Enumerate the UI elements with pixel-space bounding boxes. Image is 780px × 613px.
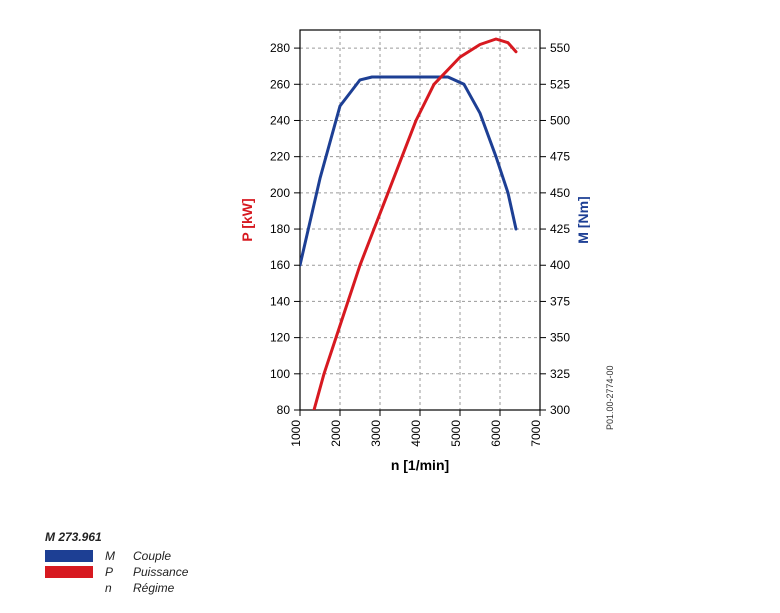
svg-text:1000: 1000	[289, 420, 303, 447]
figure-code: P01.00-2774-00	[605, 365, 615, 430]
legend-row: nRégime	[45, 580, 188, 596]
legend-label: Puissance	[133, 565, 188, 579]
svg-text:160: 160	[270, 258, 290, 272]
svg-text:80: 80	[277, 403, 291, 417]
legend-label: Régime	[133, 581, 174, 595]
svg-text:525: 525	[550, 77, 570, 91]
engine-chart: 1000 2000 3000 4000 5000 6000 7000 n [1/min] 80 1…	[230, 10, 590, 500]
svg-text:6000: 6000	[489, 420, 503, 447]
svg-text:2000: 2000	[329, 420, 343, 447]
svg-text:7000: 7000	[529, 420, 543, 447]
svg-text:220: 220	[270, 150, 290, 164]
chart-svg: 1000 2000 3000 4000 5000 6000 7000 n [1/min] 80 1…	[230, 10, 590, 500]
legend: M 273.961 MCouplePPuissancenRégime	[45, 530, 188, 596]
svg-text:260: 260	[270, 77, 290, 91]
svg-text:140: 140	[270, 294, 290, 308]
legend-swatch	[45, 566, 93, 578]
svg-text:425: 425	[550, 222, 570, 236]
svg-text:400: 400	[550, 258, 570, 272]
legend-label: Couple	[133, 549, 171, 563]
legend-row: MCouple	[45, 548, 188, 564]
legend-swatch	[45, 550, 93, 562]
svg-text:500: 500	[550, 113, 570, 127]
svg-text:120: 120	[270, 331, 290, 345]
svg-text:240: 240	[270, 113, 290, 127]
legend-row: PPuissance	[45, 564, 188, 580]
svg-text:325: 325	[550, 367, 570, 381]
svg-text:350: 350	[550, 331, 570, 345]
svg-text:280: 280	[270, 41, 290, 55]
svg-text:3000: 3000	[369, 420, 383, 447]
svg-text:300: 300	[550, 403, 570, 417]
svg-text:P [kW]: P [kW]	[239, 198, 255, 241]
legend-symbol: P	[105, 565, 133, 579]
legend-symbol: n	[105, 581, 133, 595]
svg-text:M [Nm]: M [Nm]	[575, 196, 590, 243]
svg-text:450: 450	[550, 186, 570, 200]
svg-text:5000: 5000	[449, 420, 463, 447]
svg-text:475: 475	[550, 150, 570, 164]
svg-text:550: 550	[550, 41, 570, 55]
svg-text:4000: 4000	[409, 420, 423, 447]
svg-text:n [1/min]: n [1/min]	[391, 457, 449, 473]
svg-text:100: 100	[270, 367, 290, 381]
legend-symbol: M	[105, 549, 133, 563]
svg-text:180: 180	[270, 222, 290, 236]
svg-text:375: 375	[550, 294, 570, 308]
legend-title: M 273.961	[45, 530, 188, 544]
svg-text:200: 200	[270, 186, 290, 200]
